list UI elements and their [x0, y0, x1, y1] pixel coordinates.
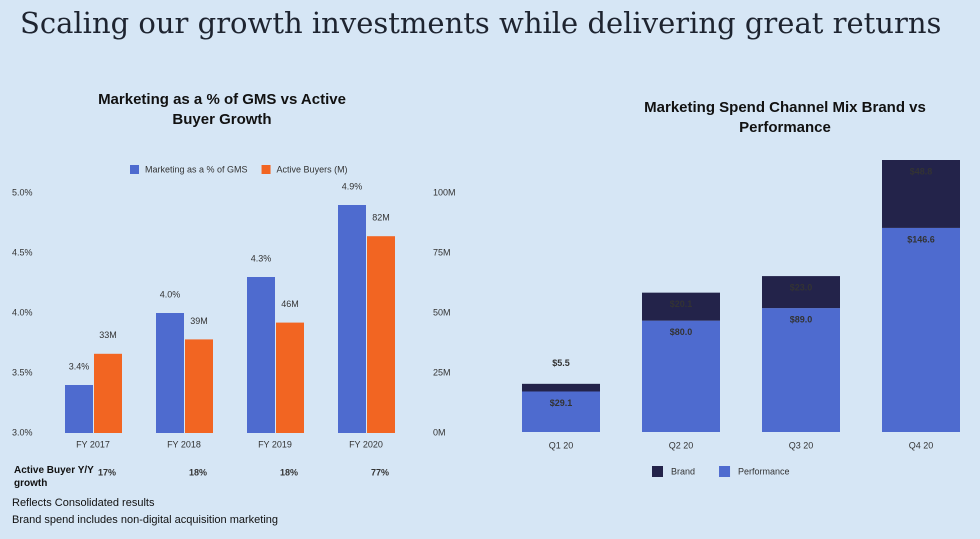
data-label: 3.4% — [69, 361, 90, 371]
slide-title: Scaling our growth investments while del… — [20, 6, 942, 40]
data-label: 33M — [99, 330, 117, 340]
legend-swatch — [130, 165, 139, 174]
legend-swatch — [719, 466, 731, 477]
bar-segment — [642, 320, 720, 432]
y-tick-label: 3.5% — [12, 367, 33, 377]
data-label: $29.1 — [550, 398, 573, 408]
growth-value: 18% — [280, 467, 298, 477]
y2-tick-label: 75M — [433, 247, 451, 257]
y-tick-label: 4.5% — [12, 247, 33, 257]
bar — [156, 313, 184, 433]
legend-label: Performance — [738, 466, 790, 476]
bar — [65, 385, 93, 433]
data-label: 4.9% — [342, 181, 363, 191]
footnote: Reflects Consolidated results — [12, 497, 155, 509]
data-label: $48.8 — [910, 166, 933, 176]
data-label: $80.0 — [670, 327, 693, 337]
bar-segment — [762, 276, 840, 309]
x-tick-label: FY 2017 — [76, 439, 110, 449]
x-tick-label: FY 2019 — [258, 439, 292, 449]
x-tick-label: FY 2020 — [349, 439, 383, 449]
growth-value: 18% — [189, 467, 207, 477]
data-label: 4.0% — [160, 289, 181, 299]
chart-title: Marketing as a % of GMS vs Active Buyer … — [98, 91, 346, 128]
y2-tick-label: 0M — [433, 427, 446, 437]
bar — [185, 339, 213, 433]
x-tick-label: Q3 20 — [789, 440, 814, 450]
growth-label: Active Buyer Y/Y growth — [14, 465, 94, 489]
bar — [247, 277, 275, 433]
bar — [276, 322, 304, 433]
bar-segment — [882, 227, 960, 432]
legend-label: Marketing as a % of GMS — [145, 164, 248, 174]
x-tick-label: FY 2018 — [167, 439, 201, 449]
legend-label: Brand — [671, 466, 695, 476]
y2-tick-label: 25M — [433, 367, 451, 377]
data-label: 39M — [190, 316, 208, 326]
y-tick-label: 5.0% — [12, 187, 33, 197]
data-label: 46M — [281, 299, 299, 309]
y-tick-label: 4.0% — [12, 307, 33, 317]
bar-segment — [522, 391, 600, 432]
y-tick-label: 3.0% — [12, 427, 33, 437]
legend-swatch — [652, 466, 663, 477]
growth-value: 77% — [371, 467, 389, 477]
bar — [94, 353, 122, 433]
growth-value: 17% — [98, 467, 116, 477]
legend-swatch — [261, 165, 271, 174]
data-label: $20.1 — [670, 299, 693, 309]
data-label: $89.0 — [790, 314, 813, 324]
bar — [367, 236, 395, 433]
data-label: 4.3% — [251, 253, 272, 263]
footnote: Brand spend includes non-digital acquisi… — [12, 514, 278, 526]
bar-segment — [642, 292, 720, 321]
x-tick-label: Q4 20 — [909, 440, 934, 450]
bar-segment — [762, 308, 840, 432]
bar-segment — [882, 160, 960, 228]
x-tick-label: Q1 20 — [549, 440, 574, 450]
y2-tick-label: 100M — [433, 187, 456, 197]
x-tick-label: Q2 20 — [669, 440, 694, 450]
data-label: $5.5 — [552, 358, 570, 368]
data-label: $146.6 — [907, 234, 935, 244]
bar-segment — [522, 383, 600, 392]
y2-tick-label: 50M — [433, 307, 451, 317]
chart-title: Marketing Spend Channel Mix Brand vs Per… — [644, 99, 926, 136]
data-label: 82M — [372, 213, 390, 223]
bar — [338, 205, 366, 433]
data-label: $23.0 — [790, 282, 813, 292]
legend-label: Active Buyers (M) — [277, 164, 348, 174]
